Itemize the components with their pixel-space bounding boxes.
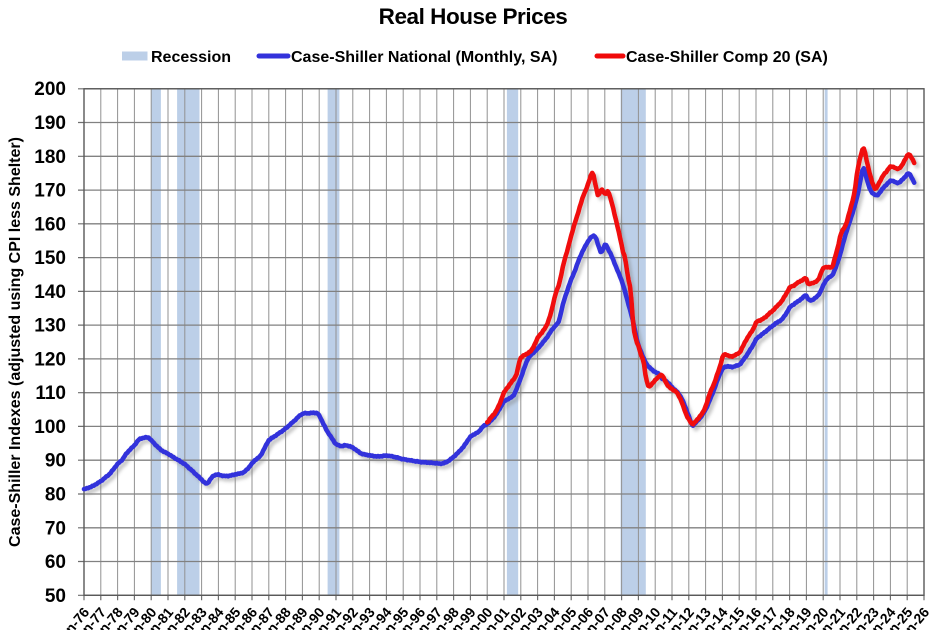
- svg-text:150: 150: [34, 248, 66, 269]
- svg-text:100: 100: [34, 417, 66, 438]
- svg-text:Recession: Recession: [151, 49, 231, 66]
- svg-text:190: 190: [34, 113, 66, 134]
- svg-text:Real House Prices: Real House Prices: [379, 4, 568, 29]
- svg-text:70: 70: [45, 518, 66, 539]
- svg-text:120: 120: [34, 349, 66, 370]
- svg-text:110: 110: [35, 383, 66, 404]
- svg-text:200: 200: [34, 79, 66, 100]
- svg-text:180: 180: [34, 147, 66, 168]
- svg-text:170: 170: [34, 181, 66, 202]
- svg-text:Case-Shiller National (Monthly: Case-Shiller National (Monthly, SA): [291, 49, 557, 66]
- svg-text:50: 50: [45, 586, 66, 607]
- svg-text:140: 140: [34, 282, 66, 303]
- svg-text:Case-Shiller Indexes (adjusted: Case-Shiller Indexes (adjusted using CPI…: [7, 137, 24, 547]
- svg-text:60: 60: [45, 552, 66, 573]
- svg-text:130: 130: [34, 316, 66, 337]
- svg-text:80: 80: [45, 485, 66, 506]
- svg-text:90: 90: [45, 451, 66, 472]
- svg-text:160: 160: [34, 214, 66, 235]
- svg-text:Case-Shiller Comp 20 (SA): Case-Shiller Comp 20 (SA): [626, 49, 828, 66]
